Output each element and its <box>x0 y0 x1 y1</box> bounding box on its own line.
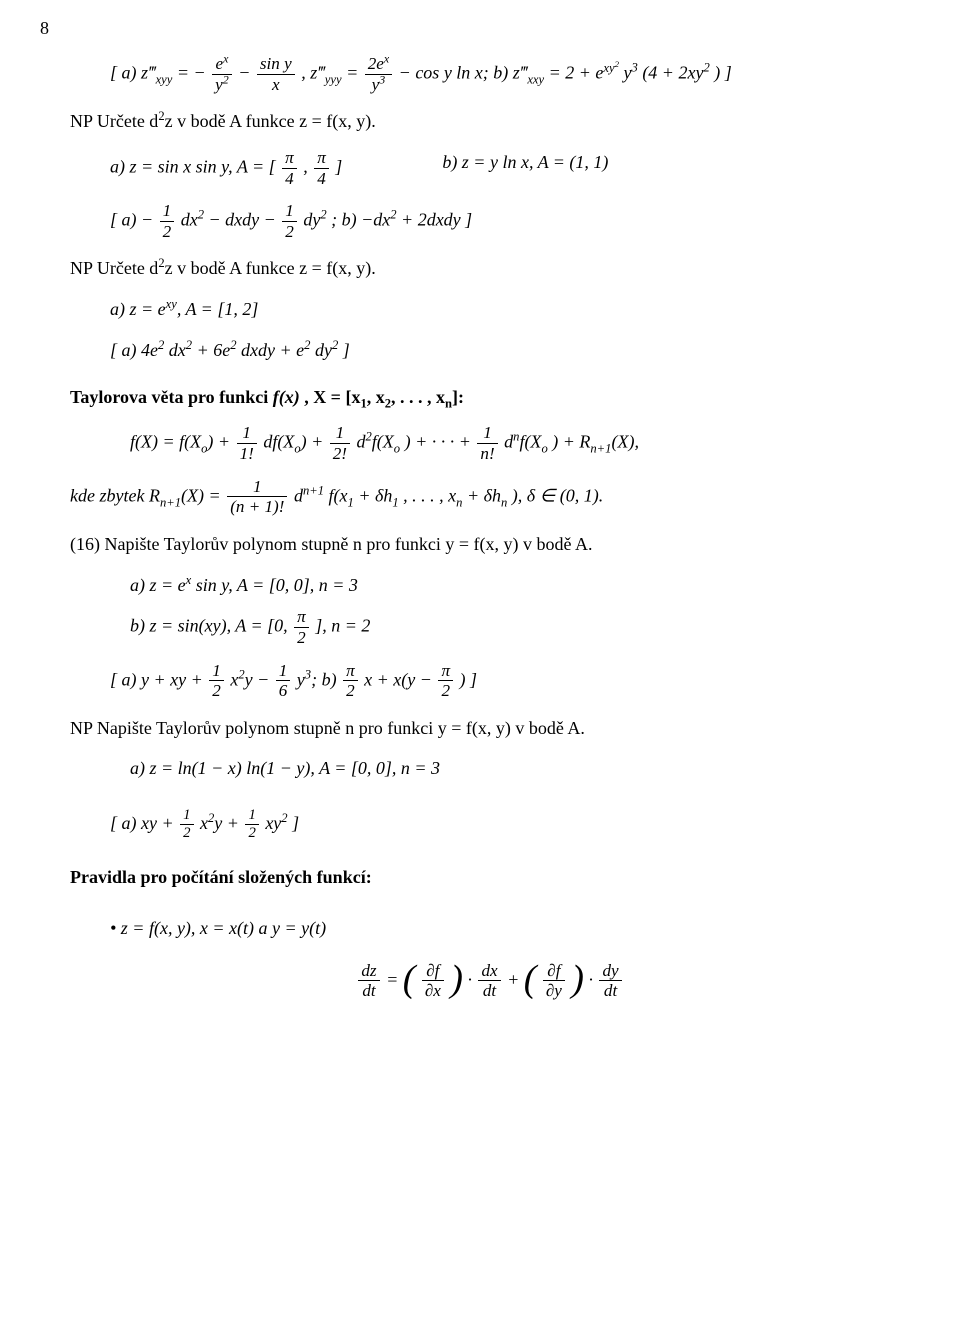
answer-np3: [ a) xy + 12 x2y + 12 xy2 ] <box>110 807 910 843</box>
answer-line-1: [ a) z‴xyy = − exy2 − sin yx , z‴yyy = 2… <box>110 54 910 95</box>
bullet-1: • z = f(x, y), x = x(t) a y = y(t) <box>110 914 910 943</box>
np-2: NP Určete d2z v bodě A funkce z = f(x, y… <box>70 254 910 283</box>
page: 8 [ a) z‴xyy = − exy2 − sin yx , z‴yyy =… <box>0 0 960 1332</box>
answer-line-16: [ a) y + xy + 12 x2y − 16 y3; b) π2 x + … <box>110 661 910 702</box>
np-3a: a) z = ln(1 − x) ln(1 − y), A = [0, 0], … <box>130 754 910 783</box>
answer-line-2: [ a) − 12 dx2 − dxdy − 12 dy2 ; b) −dx2 … <box>110 201 910 242</box>
taylor-formula: f(X) = f(Xo) + 11! df(Xo) + 12! d2f(Xo )… <box>130 423 910 464</box>
exercise-2a: a) z = exy, A = [1, 2] <box>110 295 910 324</box>
exercise-16b: b) z = sin(xy), A = [0, π2 ], n = 2 <box>130 607 910 648</box>
exercise-16a: a) z = ex sin y, A = [0, 0], n = 3 <box>130 571 910 600</box>
exercise-row-1: a) z = sin x sin y, A = [ π4 , π4 ] b) z… <box>110 148 910 189</box>
exercise-16: (16) Napište Taylorův polynom stupně n p… <box>70 530 910 559</box>
taylor-remainder: kde zbytek Rn+1(X) = 1(n + 1)! dn+1 f(x1… <box>70 477 910 518</box>
page-number: 8 <box>40 14 49 43</box>
taylor-heading: Taylorova věta pro funkci f(x) , X = [x1… <box>70 383 910 412</box>
np-1: NP Určete d2z v bodě A funkce z = f(x, y… <box>70 107 910 136</box>
np-3: NP Napište Taylorův polynom stupně n pro… <box>70 714 910 743</box>
answer-line-3: [ a) 4e2 dx2 + 6e2 dxdy + e2 dy2 ] <box>110 336 910 365</box>
rules-heading: Pravidla pro počítání složených funkcí: <box>70 863 910 892</box>
chain-rule: dzdt = ( ∂f∂x ) · dxdt + ( ∂f∂y ) · dydt <box>70 961 910 1002</box>
